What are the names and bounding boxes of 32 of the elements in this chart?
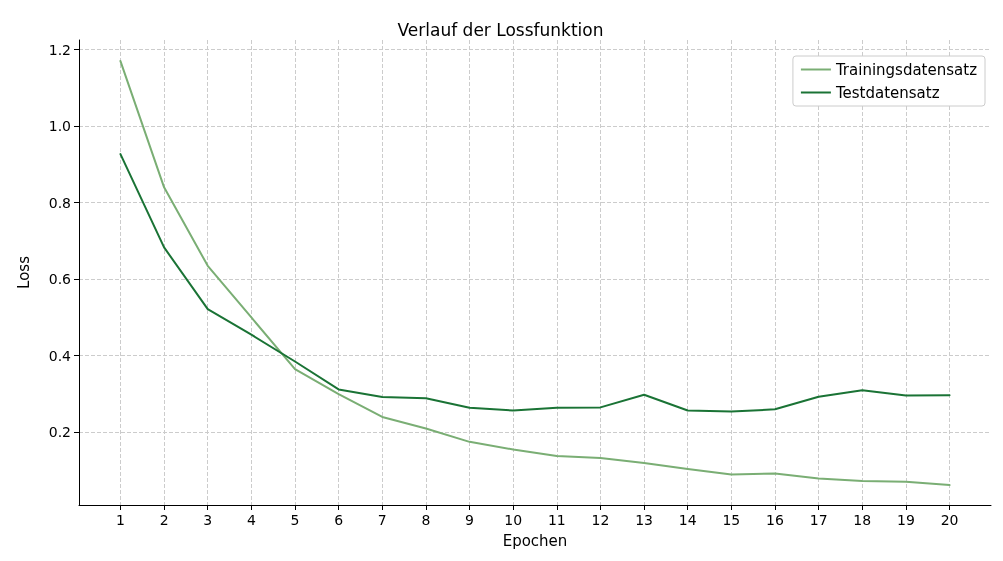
x-tick-label: 16 — [766, 512, 784, 528]
x-axis-title: Epochen — [502, 531, 568, 550]
x-tick-label: 7 — [377, 512, 387, 528]
x-tick-label: 1 — [115, 512, 125, 528]
y-axis-title: Loss — [14, 255, 33, 289]
x-tick-label: 20 — [940, 512, 959, 528]
y-tick-label: 0.6 — [48, 271, 72, 288]
legend-label: Testdatensatz — [834, 83, 940, 102]
x-tick-label: 15 — [722, 512, 741, 528]
x-tick-label: 2 — [159, 512, 169, 528]
x-tick-label: 9 — [465, 512, 475, 528]
x-tick-label: 12 — [591, 512, 610, 528]
x-tick-label: 13 — [635, 512, 653, 528]
x-tick-label: 3 — [203, 512, 213, 528]
chart-title: Verlauf der Lossfunktion — [397, 19, 604, 40]
x-tick-label: 18 — [853, 512, 872, 528]
y-tick-label: 0.8 — [48, 194, 71, 211]
legend-label: Trainingsdatensatz — [834, 60, 978, 79]
x-tick-label: 10 — [504, 512, 523, 528]
x-tick-label: 17 — [809, 512, 828, 528]
x-tick-label: 19 — [897, 512, 915, 528]
x-tick-label: 14 — [678, 512, 697, 528]
x-tick-label: 11 — [547, 512, 566, 528]
y-tick-label: 0.2 — [48, 424, 71, 441]
line-series — [119, 153, 951, 413]
y-tick-label: 1.2 — [48, 41, 71, 58]
y-tick-label: 1.0 — [48, 118, 71, 135]
y-tick-label: 0.4 — [48, 347, 72, 364]
x-tick-label: 6 — [334, 512, 344, 528]
x-tick-label: 4 — [246, 512, 256, 528]
x-tick-label: 5 — [290, 512, 300, 528]
x-tick-label: 8 — [421, 512, 431, 528]
